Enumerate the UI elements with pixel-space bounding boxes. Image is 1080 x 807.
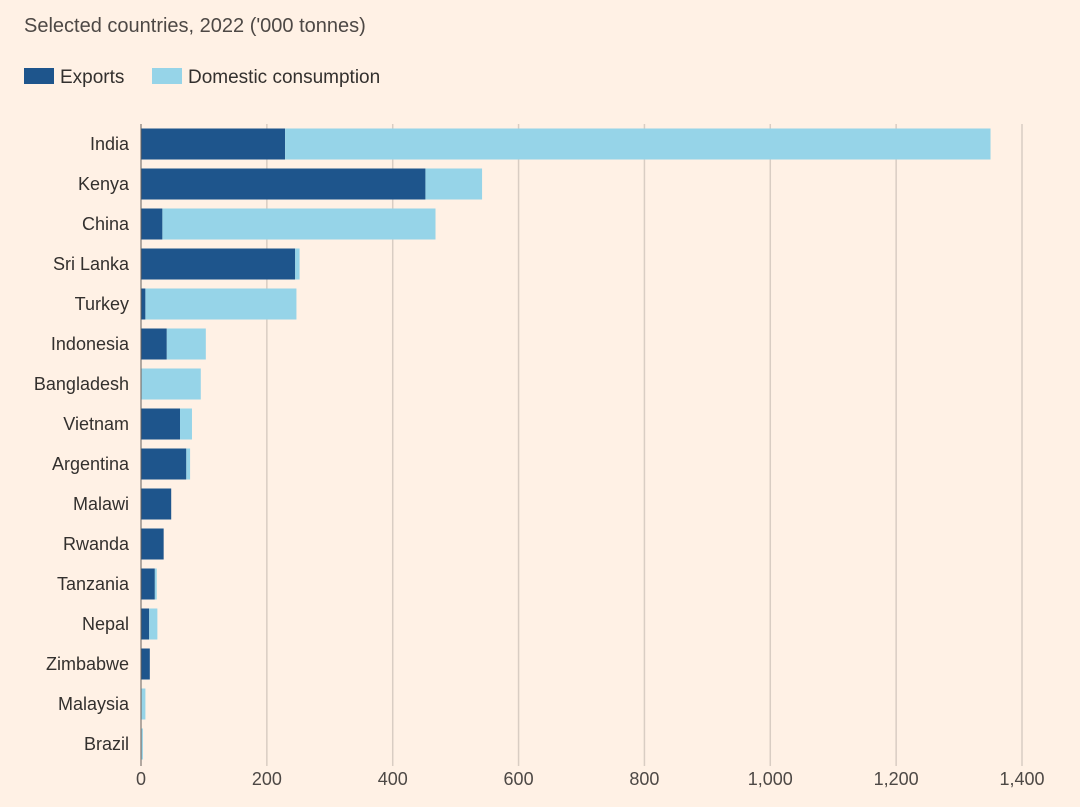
bar-nepal-domestic-consumption xyxy=(149,608,158,640)
legend-swatch-domestic-consumption xyxy=(152,68,182,84)
bar-sri-lanka-domestic-consumption xyxy=(295,248,300,280)
x-tick-label-200: 200 xyxy=(252,769,282,789)
bar-kenya-domestic-consumption xyxy=(425,168,483,200)
legend-swatch-exports xyxy=(24,68,54,84)
category-label-kenya: Kenya xyxy=(78,174,130,194)
x-tick-label-400: 400 xyxy=(378,769,408,789)
category-label-sri-lanka: Sri Lanka xyxy=(53,254,130,274)
bar-argentina-domestic-consumption xyxy=(186,448,191,480)
bar-zimbabwe-exports xyxy=(141,648,150,680)
bar-turkey-exports xyxy=(141,288,146,320)
bar-tanzania-exports xyxy=(141,568,155,600)
category-label-zimbabwe: Zimbabwe xyxy=(46,654,129,674)
bar-china-exports xyxy=(141,208,163,240)
category-label-rwanda: Rwanda xyxy=(63,534,130,554)
category-label-turkey: Turkey xyxy=(75,294,129,314)
bar-vietnam-domestic-consumption xyxy=(180,408,192,440)
bar-china-domestic-consumption xyxy=(162,208,436,240)
x-axis-tick-labels: 0 200 400 600 800 1,000 1,200 1,400 xyxy=(136,769,1045,789)
bar-indonesia-exports xyxy=(141,328,167,360)
category-label-argentina: Argentina xyxy=(52,454,130,474)
bar-india-domestic-consumption xyxy=(285,128,991,160)
bar-india-exports xyxy=(141,128,286,160)
bar-bangladesh-domestic-consumption xyxy=(141,368,201,400)
category-labels: India Kenya China Sri Lanka Turkey Indonesia B… xyxy=(34,134,130,754)
bar-kenya-exports xyxy=(141,168,426,200)
chart-title: Selected countries, 2022 ('000 tonnes) xyxy=(24,15,366,37)
x-tick-label-1000: 1,000 xyxy=(748,769,793,789)
legend-label-domestic-consumption: Domestic consumption xyxy=(188,67,380,88)
bar-tanzania-domestic-consumption xyxy=(154,568,157,600)
bar-brazil-domestic-consumption xyxy=(141,728,143,760)
category-label-china: China xyxy=(82,214,130,234)
category-label-tanzania: Tanzania xyxy=(57,574,130,594)
category-label-malaysia: Malaysia xyxy=(58,694,130,714)
bar-nepal-exports xyxy=(141,608,150,640)
x-tick-label-1200: 1,200 xyxy=(874,769,919,789)
bar-rwanda-exports xyxy=(141,528,164,560)
bars xyxy=(141,128,991,760)
bar-argentina-exports xyxy=(141,448,187,480)
legend: Exports Domestic consumption xyxy=(24,67,380,88)
x-tick-label-600: 600 xyxy=(504,769,534,789)
x-tick-label-800: 800 xyxy=(629,769,659,789)
bar-malawi-exports xyxy=(141,488,172,520)
x-tick-label-1400: 1,400 xyxy=(999,769,1044,789)
category-label-brazil: Brazil xyxy=(84,734,129,754)
x-tick-label-0: 0 xyxy=(136,769,146,789)
bar-indonesia-domestic-consumption xyxy=(166,328,206,360)
category-label-bangladesh: Bangladesh xyxy=(34,374,129,394)
legend-label-exports: Exports xyxy=(60,67,124,88)
bar-vietnam-exports xyxy=(141,408,181,440)
category-label-indonesia: Indonesia xyxy=(51,334,130,354)
category-label-vietnam: Vietnam xyxy=(63,414,129,434)
bar-turkey-domestic-consumption xyxy=(145,288,297,320)
category-label-india: India xyxy=(90,134,130,154)
category-label-nepal: Nepal xyxy=(82,614,129,634)
bar-sri-lanka-exports xyxy=(141,248,296,280)
bar-malaysia-domestic-consumption xyxy=(141,688,146,720)
category-label-malawi: Malawi xyxy=(73,494,129,514)
